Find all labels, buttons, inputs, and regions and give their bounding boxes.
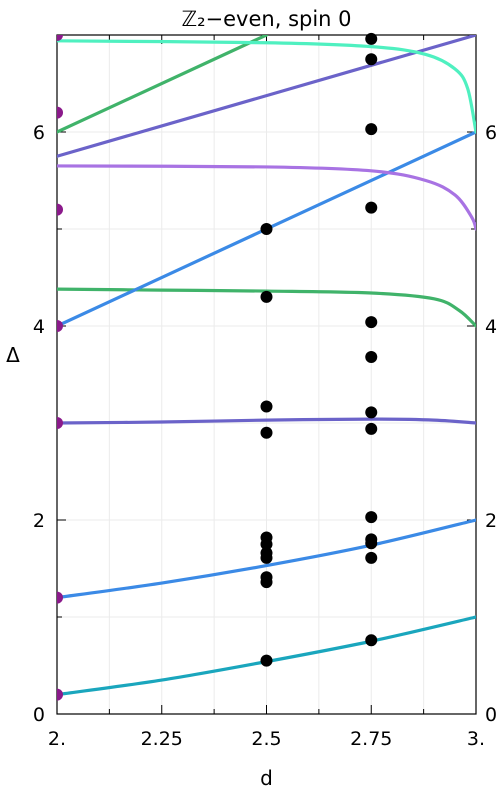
series-line	[57, 35, 476, 158]
data-point	[365, 422, 378, 435]
edge-point	[57, 320, 63, 332]
y-tick-label-left: 6	[33, 122, 45, 144]
y-tick-label-right: 6	[485, 122, 497, 144]
data-point	[260, 654, 273, 667]
series-line	[57, 417, 476, 425]
y-tick-label-right: 2	[485, 510, 497, 532]
edge-point	[57, 35, 63, 41]
tick-labels: 2. 2.25 2.5 2.75 3.0 02 24 46 6	[33, 122, 497, 750]
series-line	[57, 518, 476, 600]
x-tick-label: 3.	[467, 728, 485, 750]
y-tick-label-right: 4	[485, 316, 497, 338]
x-tick-label: 2.25	[141, 728, 183, 750]
series-line	[57, 35, 269, 134]
x-tick-label: 2.	[48, 728, 66, 750]
series-line	[57, 164, 476, 231]
x-axis-label: d	[260, 766, 273, 790]
data-point	[365, 201, 378, 214]
series-line	[57, 287, 476, 328]
data-point	[260, 290, 273, 303]
edge-points	[57, 35, 63, 701]
data-point	[365, 32, 378, 45]
data-point	[260, 531, 273, 544]
series-lines	[57, 35, 476, 697]
x-tick-label: 2.75	[350, 728, 392, 750]
data-point	[260, 426, 273, 439]
edge-point	[57, 106, 63, 119]
data-point	[365, 53, 378, 66]
y-tick-label-left: 4	[33, 316, 45, 338]
data-points	[57, 32, 378, 701]
edge-point	[57, 203, 63, 216]
y-axis-label: Δ	[6, 343, 20, 367]
data-point	[260, 400, 273, 413]
data-point	[365, 406, 378, 419]
x-tick-label: 2.5	[251, 728, 281, 750]
data-point	[365, 511, 378, 524]
y-tick-label-left: 0	[33, 704, 45, 726]
edge-point	[57, 688, 63, 701]
data-point	[365, 533, 378, 546]
y-tick-label-left: 2	[33, 510, 45, 532]
series-line	[57, 39, 476, 134]
chart-title: ℤ₂−even, spin 0	[181, 7, 351, 31]
data-point	[365, 316, 378, 329]
data-point	[365, 634, 378, 647]
edge-point	[57, 417, 63, 429]
edge-point	[57, 591, 63, 604]
y-tick-label-right: 0	[485, 704, 497, 726]
data-point	[260, 546, 273, 559]
data-point	[260, 223, 273, 235]
data-point	[365, 551, 378, 564]
data-point	[260, 571, 273, 584]
data-point	[365, 351, 378, 364]
data-point	[365, 123, 378, 136]
